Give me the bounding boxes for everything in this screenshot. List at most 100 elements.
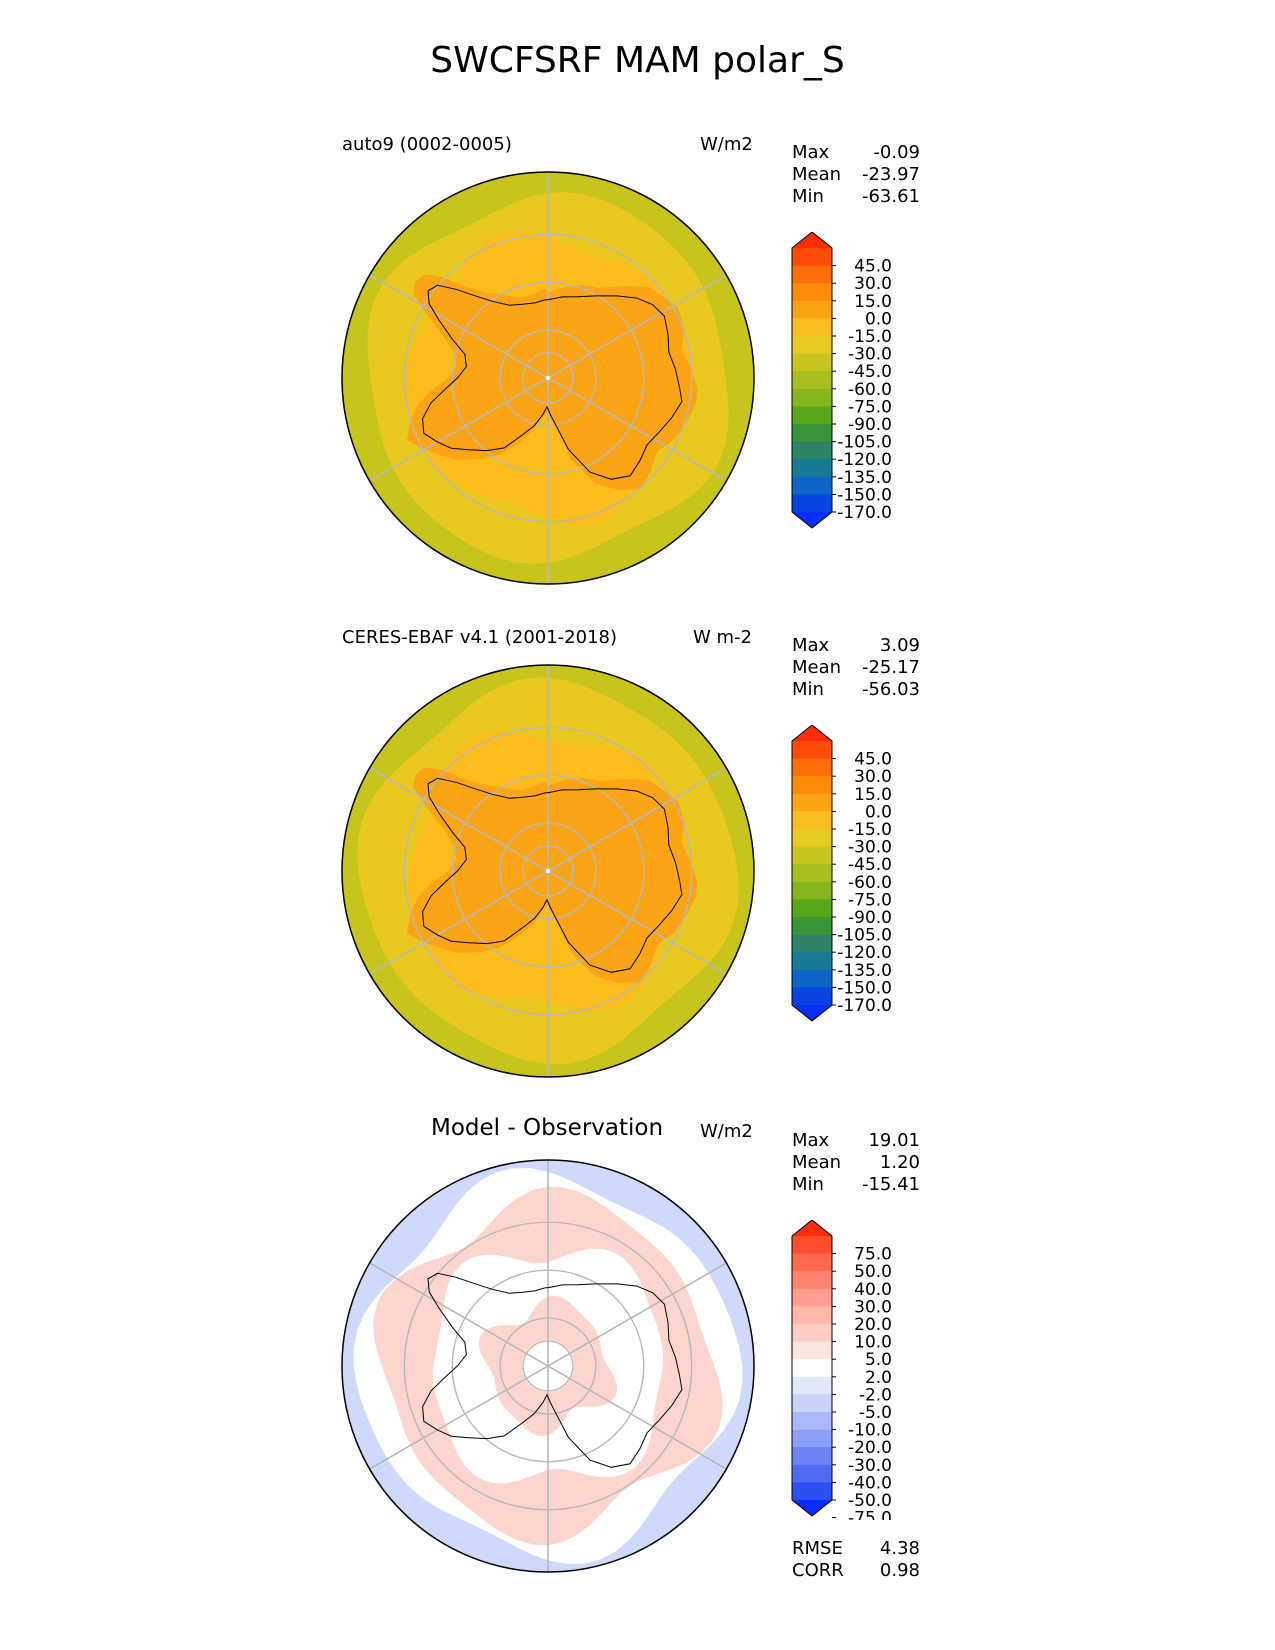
colorbar-tick-label: 75.0 (854, 1245, 892, 1265)
colorbar-segment (792, 424, 832, 443)
colorbar-segment (792, 987, 832, 1006)
stat-mean-value: -23.97 (861, 164, 920, 185)
stat-mean-value: 1.20 (879, 1152, 920, 1173)
colorbar-tick-label: -60.0 (848, 873, 892, 893)
coastline (422, 284, 683, 480)
colorbar-tick-label: -90.0 (848, 908, 892, 928)
stat-mean-value: -25.17 (861, 657, 920, 678)
stats-box: Max 3.09 Mean -25.17 Min -56.03 (792, 635, 920, 701)
stat-mean: Mean -23.97 (792, 164, 920, 186)
stat-mean-label: Mean (792, 164, 842, 185)
colorbar-tick-label: -105.0 (837, 433, 892, 453)
colorbar-extend-top (792, 232, 832, 248)
polar-map (341, 664, 755, 1078)
colorbar-extend-top (792, 1220, 832, 1236)
colorbar-tick-label: -150.0 (837, 485, 892, 505)
colorbar-tick-label: -2.0 (859, 1385, 892, 1405)
polar-map (341, 1159, 755, 1573)
colorbar-tick-label: 45.0 (854, 257, 892, 277)
colorbar-extend-bottom (792, 1500, 832, 1516)
panel-left-label: auto9 (0002-0005) (342, 134, 512, 155)
colorbar-tick-label: -40.0 (848, 1473, 892, 1493)
metric-rmse-value: 4.38 (879, 1538, 920, 1559)
colorbar-tick-label: -75.0 (848, 1509, 892, 1520)
colorbar-tick-label: -90.0 (848, 415, 892, 435)
colorbar-tick-label: -10.0 (848, 1421, 892, 1441)
metric-rmse: RMSE 4.38 (792, 1538, 920, 1560)
colorbar-tick-label: 50.0 (854, 1262, 892, 1282)
stat-min-value: -15.41 (861, 1174, 920, 1195)
figure-title: SWCFSRF MAM polar_S (430, 40, 845, 81)
stat-max-value: 19.01 (868, 1130, 920, 1151)
panel-difference: Model - Observation W/m2 Max 19.01 Mean 1.… (0, 1115, 1275, 1598)
colorbar-segment (792, 1447, 832, 1466)
colorbar-tick-label: 15.0 (854, 785, 892, 805)
colorbar-tick-label: -30.0 (848, 345, 892, 365)
metric-corr: CORR 0.98 (792, 1560, 920, 1582)
map-boundary (341, 171, 755, 585)
stat-min-value: -56.03 (861, 679, 920, 700)
colorbar: 45.030.015.00.0-15.0-30.0-45.0-60.0-75.0… (791, 232, 892, 529)
panel-observation: CERES-EBAF v4.1 (2001-2018) W m-2 Max 3.0… (0, 623, 1275, 1103)
stat-min-label: Min (792, 186, 824, 207)
colorbar-segment (792, 1482, 832, 1501)
metrics-box: RMSE 4.38 CORR 0.98 (792, 1538, 920, 1582)
colorbar-tick-label: -20.0 (848, 1438, 892, 1458)
panel-units-label: W/m2 (700, 134, 753, 155)
colorbar-segment (792, 969, 832, 988)
metric-corr-value: 0.98 (879, 1560, 920, 1581)
colorbar-tick-label: -170.0 (837, 996, 892, 1016)
colorbar-tick-label: 30.0 (854, 1297, 892, 1317)
colorbar-segment (792, 336, 832, 355)
colorbar-segment (792, 441, 832, 460)
colorbar-segment (792, 881, 832, 900)
colorbar-segment (792, 793, 832, 812)
colorbar-tick-label: -170.0 (837, 503, 892, 523)
colorbar-segment (792, 353, 832, 372)
pole-point (545, 375, 551, 381)
colorbar-tick-label: -45.0 (848, 855, 892, 875)
colorbar-tick-label: 0.0 (865, 309, 892, 329)
colorbar-segment (792, 476, 832, 495)
colorbar-segment (792, 265, 832, 284)
colorbar-tick-label: 5.0 (865, 1350, 892, 1370)
colorbar-segment (792, 494, 832, 513)
colorbar-segment (792, 952, 832, 971)
colorbar-tick-label: 40.0 (854, 1280, 892, 1300)
stat-min: Min -63.61 (792, 186, 920, 208)
colorbar-tick-label: -15.0 (848, 327, 892, 347)
colorbar-segment (792, 1359, 832, 1378)
panel-left-label: Model - Observation (431, 1115, 664, 1141)
colorbar-tick-label: -120.0 (837, 450, 892, 470)
colorbar-tick-label: -30.0 (848, 838, 892, 858)
colorbar-tick-label: -15.0 (848, 820, 892, 840)
colorbar-segment (792, 1236, 832, 1255)
colorbar-tick-label: -105.0 (837, 926, 892, 946)
colorbar-extend-top (792, 725, 832, 741)
colorbar-segment (792, 318, 832, 337)
colorbar-extend-bottom (792, 1005, 832, 1021)
colorbar-tick-label: -75.0 (848, 397, 892, 417)
stats-box: Max 19.01 Mean 1.20 Min -15.41 (792, 1130, 920, 1196)
colorbar-extend-bottom (792, 512, 832, 528)
colorbar-tick-label: 45.0 (854, 750, 892, 770)
panel-units-label: W/m2 (700, 1121, 753, 1142)
colorbar-segment (792, 1376, 832, 1395)
colorbar-tick-label: -30.0 (848, 1456, 892, 1476)
colorbar-segment (792, 846, 832, 865)
stat-max-value: -0.09 (873, 142, 920, 163)
colorbar-tick-label: 0.0 (865, 802, 892, 822)
colorbar-tick-label: -120.0 (837, 943, 892, 963)
colorbar-tick-label: -135.0 (837, 468, 892, 488)
polar-map (341, 171, 755, 585)
colorbar-segment (792, 1464, 832, 1483)
stat-mean-label: Mean (792, 657, 842, 678)
colorbar: 45.030.015.00.0-15.0-30.0-45.0-60.0-75.0… (791, 725, 892, 1022)
stat-mean: Mean 1.20 (792, 1152, 920, 1174)
map-boundary (341, 1159, 755, 1573)
colorbar-tick-label: -75.0 (848, 890, 892, 910)
colorbar-segment (792, 1324, 832, 1343)
colorbar-tick-label: 30.0 (854, 274, 892, 294)
colorbar: 75.050.040.030.020.010.05.02.0-2.0-5.0-1… (791, 1220, 892, 1520)
colorbar-segment (792, 758, 832, 777)
